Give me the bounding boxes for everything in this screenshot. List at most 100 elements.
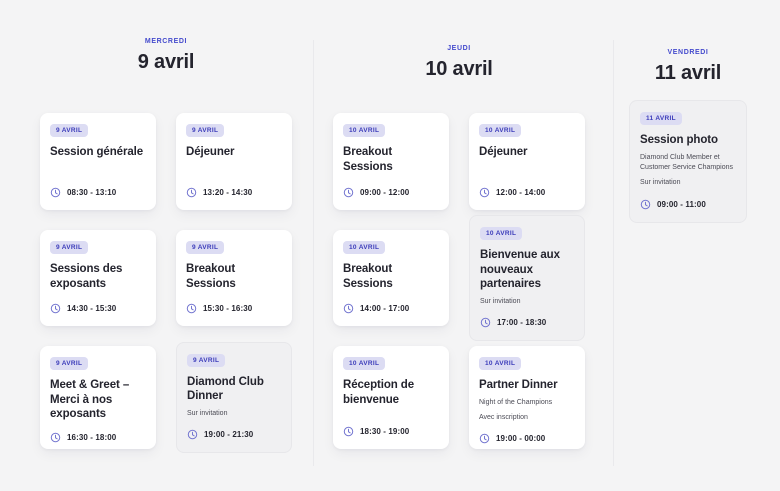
event-time-row: 17:00 - 18:30 [480,307,574,328]
event-card[interactable]: 10 AVRIL Partner Dinner Night of the Cha… [469,346,585,449]
event-card[interactable]: 9 AVRIL Sessions des exposants 14:30 - 1… [40,230,156,326]
event-time-row: 09:00 - 12:00 [343,177,439,198]
event-time: 15:30 - 16:30 [203,304,253,313]
event-date-badge: 10 AVRIL [343,241,386,254]
event-date-badge: 10 AVRIL [479,124,522,137]
event-title: Bienvenue aux nouveaux partenaires [480,248,560,291]
event-date-badge: 9 AVRIL [50,241,89,254]
event-time-row: 15:30 - 16:30 [186,293,282,314]
event-title: Sessions des exposants [50,263,123,290]
event-title: Session photo [640,134,718,147]
event-date-badge: 9 AVRIL [186,124,225,137]
event-title: Session générale [50,146,143,158]
event-title: Breakout Sessions [186,263,236,290]
day-date-title: 11 avril [654,62,722,84]
event-card[interactable]: 10 AVRIL Réception de bienvenue 18:30 - … [333,346,449,449]
day-name-label: VENDREDI [667,49,709,56]
day-cards-grid: 9 AVRIL Session générale 08:30 - 13:10 9… [40,113,292,454]
event-subtitles: Night of the Champions Avec inscription [479,393,575,423]
event-subtitles: Sur invitation [187,404,281,419]
event-time: 18:30 - 19:00 [360,427,410,436]
event-time: 14:30 - 15:30 [67,304,117,313]
event-card[interactable]: 11 AVRIL Session photo Diamond Club Memb… [629,100,747,223]
column-divider [313,40,314,466]
event-time-row: 14:00 - 17:00 [343,293,439,314]
event-subtitle: Sur invitation [187,410,228,418]
event-date-badge: 9 AVRIL [50,124,89,137]
day-name-label: JEUDI [447,45,471,52]
clock-icon [187,430,198,440]
event-title: Déjeuner [186,146,235,158]
event-time: 08:30 - 13:10 [67,188,117,197]
clock-icon [640,199,651,209]
event-subtitle: Night of the Champions [479,398,553,406]
event-date-badge: 9 AVRIL [187,353,226,367]
event-card[interactable]: 9 AVRIL Meet & Greet – Merci à nos expos… [40,346,156,449]
event-time: 19:00 - 21:30 [204,430,254,440]
clock-icon [50,303,61,314]
event-subtitles: Sur invitation [480,292,574,307]
event-time: 09:00 - 11:00 [657,199,706,209]
column-divider [613,40,614,466]
event-date-badge: 10 AVRIL [343,357,386,370]
event-time: 14:00 - 17:00 [360,304,410,313]
event-title: Déjeuner [479,146,528,158]
clock-icon [480,317,491,328]
event-time-row: 09:00 - 11:00 [640,189,736,210]
event-time-row: 12:00 - 14:00 [479,177,575,198]
clock-icon [343,303,354,314]
event-time-row: 14:30 - 15:30 [50,293,146,314]
event-time: 13:20 - 14:30 [203,188,253,197]
event-subtitle: Sur invitation [480,298,521,306]
day-cards-grid: 10 AVRIL Breakout Sessions 09:00 - 12:00… [333,113,585,449]
clock-icon [479,187,490,198]
clock-icon [50,432,61,443]
event-card[interactable]: 10 AVRIL Breakout Sessions 14:00 - 17:00 [333,230,449,326]
event-title: Réception de bienvenue [343,379,415,406]
event-time-row: 08:30 - 13:10 [50,177,146,198]
event-time-row: 19:00 - 00:00 [479,423,575,444]
day-date-title: 10 avril [425,58,493,80]
event-time: 16:30 - 18:00 [67,433,117,443]
day-header: MERCREDI 9 avril [40,0,292,74]
event-time: 09:00 - 12:00 [360,188,410,197]
event-title: Diamond Club Dinner [187,375,264,403]
event-card[interactable]: 9 AVRIL Déjeuner 13:20 - 14:30 [176,113,292,210]
event-date-badge: 9 AVRIL [186,241,225,254]
day-header: VENDREDI 11 avril [629,0,747,85]
event-time-row: 19:00 - 21:30 [187,419,281,440]
event-title: Breakout Sessions [343,263,393,290]
clock-icon [186,303,197,314]
event-time: 17:00 - 18:30 [497,318,547,328]
event-time: 19:00 - 00:00 [496,434,546,443]
event-subtitle: Avec inscription [479,413,528,421]
event-date-badge: 11 AVRIL [640,112,682,126]
clock-icon [50,187,61,198]
event-subtitle: Diamond Club Member et Customer Service … [640,154,733,172]
event-time-row: 16:30 - 18:00 [50,422,146,443]
event-title: Breakout Sessions [343,146,393,173]
clock-icon [186,187,197,198]
event-card[interactable]: 10 AVRIL Breakout Sessions 09:00 - 12:00 [333,113,449,210]
day-name-label: MERCREDI [144,38,188,45]
clock-icon [479,433,490,444]
day-column-vendredi: VENDREDI 11 avril 11 AVRIL Session photo… [614,0,780,491]
event-date-badge: 10 AVRIL [480,226,523,240]
event-card[interactable]: 10 AVRIL Bienvenue aux nouveaux partenai… [469,214,585,342]
event-card[interactable]: 9 AVRIL Diamond Club Dinner Sur invitati… [176,341,292,454]
event-time: 12:00 - 14:00 [496,188,546,197]
event-card[interactable]: 9 AVRIL Session générale 08:30 - 13:10 [40,113,156,210]
event-card[interactable]: 9 AVRIL Breakout Sessions 15:30 - 16:30 [176,230,292,326]
event-date-badge: 10 AVRIL [343,124,386,137]
clock-icon [343,426,354,437]
event-date-badge: 10 AVRIL [479,357,522,370]
event-date-badge: 9 AVRIL [50,357,89,370]
event-subtitle: Sur invitation [640,179,681,187]
day-date-title: 9 avril [137,51,195,73]
event-title: Partner Dinner [479,379,558,391]
day-column-jeudi: JEUDI 10 avril 10 AVRIL Breakout Session… [314,0,613,491]
day-column-mercredi: MERCREDI 9 avril 9 AVRIL Session général… [0,0,313,491]
event-title: Meet & Greet – Merci à nos exposants [50,379,130,421]
event-card[interactable]: 10 AVRIL Déjeuner 12:00 - 14:00 [469,113,585,210]
